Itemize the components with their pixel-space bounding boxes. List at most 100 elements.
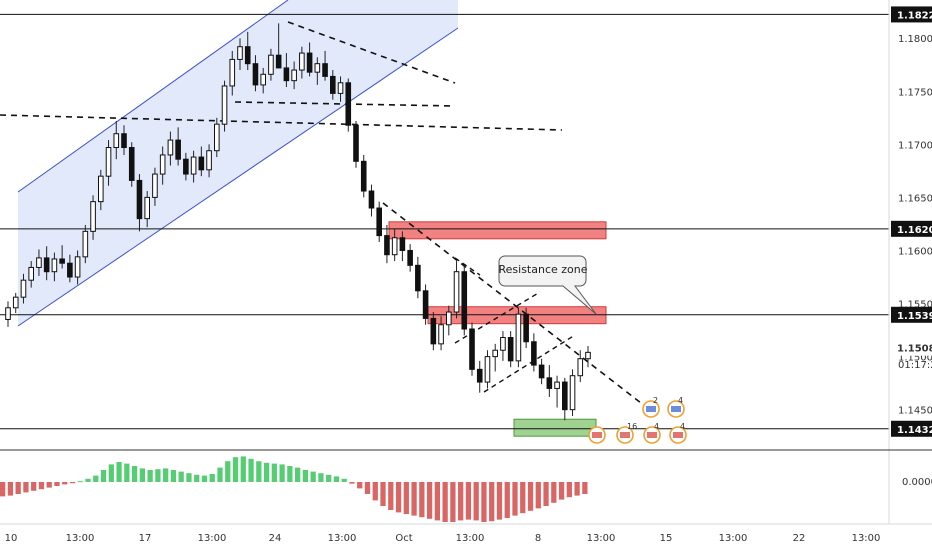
flag-icon-stripes xyxy=(646,406,656,412)
candle xyxy=(306,42,313,77)
candle-body xyxy=(229,58,236,87)
levels-layer xyxy=(0,13,889,430)
candle xyxy=(51,252,58,282)
price-tick-label: 1.14500 xyxy=(898,406,932,417)
histogram-bar-positive xyxy=(194,474,200,482)
candle-body xyxy=(368,190,375,209)
candle-body xyxy=(500,337,506,351)
candle xyxy=(136,174,143,232)
channel-upper-line[interactable] xyxy=(17,0,289,193)
candle xyxy=(221,80,228,132)
histogram-bar-negative xyxy=(551,482,557,503)
calendar-event-marker[interactable]: 2 xyxy=(642,396,660,418)
histogram-bar-positive xyxy=(318,473,324,482)
candle xyxy=(275,23,282,69)
price-level-tag[interactable] xyxy=(891,6,932,23)
histogram-bar-positive xyxy=(263,462,270,482)
candle-body xyxy=(206,150,212,171)
histogram-bar-negative xyxy=(481,482,487,522)
time-tick-label: 8 xyxy=(535,533,541,544)
candle-body xyxy=(252,63,259,86)
histogram-bar-positive xyxy=(163,468,169,482)
candle-body xyxy=(422,290,429,319)
price-axis[interactable]: 1.18000 1.17500 1.17000 1.16500 1.16000 1.155… xyxy=(891,6,932,437)
calendar-event-marker[interactable]: 4 xyxy=(667,396,685,418)
candles-layer xyxy=(5,23,591,421)
histogram-bar-negative xyxy=(520,482,526,514)
histogram-bar-positive xyxy=(232,457,239,482)
time-axis[interactable]: 10 13:00 17 13:00 24 13:00 Oct 13:00 8 13:00 15 13:… xyxy=(5,533,881,544)
candle xyxy=(492,343,498,372)
resistance-zone-callout[interactable]: Resistance zone xyxy=(498,255,597,315)
trendlines-layer[interactable] xyxy=(0,21,651,411)
dashed-trendline-top[interactable] xyxy=(287,21,456,84)
calendar-event-marker[interactable]: 4 xyxy=(643,422,661,444)
candle xyxy=(90,195,96,240)
candle xyxy=(422,284,429,325)
candle-body xyxy=(531,341,537,366)
candle-body xyxy=(113,133,120,149)
histogram-bar-negative xyxy=(473,482,479,521)
candle xyxy=(438,316,444,351)
candle-body xyxy=(275,54,282,69)
economic-calendar-markers[interactable]: 2 4 16 4 4 xyxy=(588,396,687,444)
candle-body xyxy=(167,139,174,156)
price-tick-label: 1.16000 xyxy=(898,246,932,257)
histogram-bar-negative xyxy=(574,482,580,496)
histogram-bar-negative xyxy=(411,482,417,516)
histogram-bar-negative xyxy=(403,482,409,514)
candle-body xyxy=(283,67,290,82)
histogram-bar-negative xyxy=(31,482,37,491)
flag-icon-stripes xyxy=(673,432,683,438)
histogram-bar-negative xyxy=(582,482,588,494)
price-level-tag[interactable] xyxy=(891,220,932,237)
histogram-bar-negative xyxy=(46,482,52,488)
channel-lower-line[interactable] xyxy=(17,27,459,327)
oscillator-zero-label: 0.0000 xyxy=(902,477,932,488)
calendar-event-marker[interactable]: 16 xyxy=(616,422,637,444)
candle xyxy=(128,142,135,187)
histogram-bar-positive xyxy=(139,468,145,482)
callout-bubble xyxy=(498,255,597,315)
candle xyxy=(577,350,584,383)
candle-body xyxy=(438,324,444,345)
support-zone-2[interactable] xyxy=(513,418,597,437)
candle-body xyxy=(453,271,460,313)
candle xyxy=(12,292,19,314)
time-tick-label: 10 xyxy=(5,533,18,544)
dashed-bear-flag-lower[interactable] xyxy=(454,291,541,344)
price-level-tag[interactable] xyxy=(891,339,932,356)
histogram-bar-negative xyxy=(489,482,495,522)
price-level-tag[interactable] xyxy=(891,420,932,437)
countdown-label: 01:17:27 xyxy=(898,360,932,371)
candle-body xyxy=(314,63,321,73)
candle-body xyxy=(121,133,127,149)
candle-body xyxy=(12,296,19,309)
calendar-event-marker[interactable]: 4 xyxy=(669,422,687,444)
candle-body xyxy=(322,63,328,77)
candle-body xyxy=(306,52,313,73)
histogram-bar-positive xyxy=(108,464,114,482)
flag-icon-stripes xyxy=(592,432,602,438)
candle xyxy=(229,50,236,96)
dashed-descending-trendline[interactable] xyxy=(382,202,651,411)
candle-body xyxy=(59,258,65,264)
candle xyxy=(376,201,382,242)
dashed-trendline-long[interactable] xyxy=(0,114,563,131)
candle xyxy=(105,140,112,186)
price-level-tag-label: 1.15394 xyxy=(897,311,932,322)
price-level-tag[interactable] xyxy=(891,306,932,323)
dashed-trendline-mid[interactable] xyxy=(234,101,456,107)
candle-body xyxy=(538,364,545,379)
calendar-event-marker[interactable] xyxy=(588,426,606,444)
resistance-zone-0[interactable] xyxy=(388,221,607,240)
histogram-bar-positive xyxy=(131,466,138,482)
calendar-event-count: 4 xyxy=(654,422,659,431)
candle-body xyxy=(159,154,166,175)
candle xyxy=(353,120,359,168)
time-tick-label: 13:00 xyxy=(719,533,748,544)
price-tick-label: 1.17500 xyxy=(898,87,932,98)
histogram-bar-positive xyxy=(256,461,262,482)
candle-body xyxy=(144,196,150,220)
